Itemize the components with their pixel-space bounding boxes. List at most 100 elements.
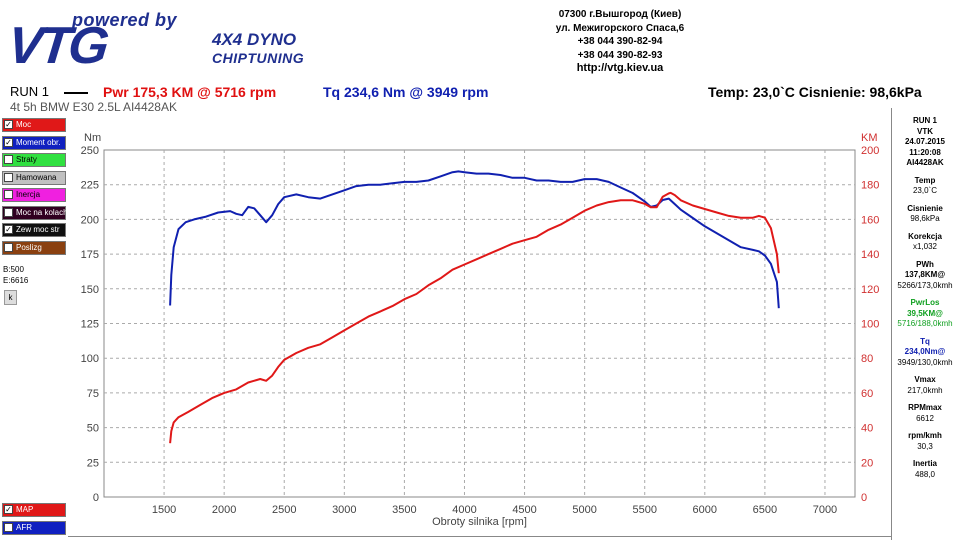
address-block: 07300 г.Вышгород (Киев) ул. Межигорского…: [530, 8, 710, 76]
checkbox[interactable]: [4, 155, 13, 164]
checkbox[interactable]: [4, 172, 13, 182]
logo-dyno: 4X4 DYNO: [212, 30, 297, 49]
x-tick-label: 2500: [272, 504, 296, 516]
checkbox-label: AFR: [16, 522, 32, 532]
y-right-tick-label: 60: [861, 388, 873, 400]
curve-checkbox-6[interactable]: ✓ Zew moc str: [2, 223, 66, 237]
logo-chiptuning: CHIPTUNING: [212, 50, 305, 66]
y-right-tick-label: 200: [861, 145, 879, 157]
y-right-tick-label: 140: [861, 249, 879, 261]
y-left-tick-label: 200: [81, 214, 99, 226]
info-pwh-label: PWh: [916, 259, 934, 269]
y-right-tick-label: 80: [861, 353, 873, 365]
checkbox[interactable]: [4, 522, 13, 532]
x-axis-label: Obroty silnika [rpm]: [432, 516, 527, 528]
phone-1: +38 044 390-82-94: [577, 36, 663, 47]
info-rpmkmh-label: rpm/kmh: [908, 431, 942, 440]
curve-checkbox-3[interactable]: Hamowana: [2, 170, 66, 185]
info-run: RUN 1: [912, 116, 937, 125]
info-rpmkmh-value: 30,3: [917, 441, 933, 451]
checkbox[interactable]: [4, 190, 13, 199]
y-left-tick-label: 75: [87, 388, 99, 400]
curve-checkbox-7[interactable]: Poslizg: [2, 240, 66, 255]
torque-curve: [169, 170, 780, 309]
y-right-tick-label: 0: [861, 492, 867, 504]
checkbox-label: Zew moc str: [16, 225, 60, 234]
checkbox[interactable]: ✓: [4, 225, 13, 234]
website-link[interactable]: http://vtg.kiev.ua: [576, 62, 664, 74]
info-rpmmax-value: 6612: [916, 413, 934, 423]
info-pwrlos-label: PwrLos: [910, 298, 940, 307]
y-left-tick-label: 50: [87, 423, 99, 435]
info-date: 24.07.2015: [904, 137, 946, 146]
b-value: B:500: [3, 265, 24, 274]
checkbox[interactable]: ✓: [4, 137, 13, 147]
x-tick-label: 5000: [572, 504, 596, 516]
curve-color-swatch: [2, 240, 66, 255]
checkbox-label: Hamowana: [16, 172, 57, 182]
curve-checkbox-0[interactable]: ✓ Moc: [2, 118, 66, 132]
x-tick-label: 4000: [452, 504, 476, 516]
curve-color-swatch: [2, 503, 66, 517]
checkbox[interactable]: [4, 242, 13, 252]
y-right-tick-label: 160: [861, 214, 879, 226]
info-vmax-value: 217,0kmh: [907, 385, 943, 395]
range-info: B:500 E:6616: [3, 264, 28, 286]
info-vmax-label: Vmax: [914, 375, 936, 384]
checkbox-label: Inercja: [16, 190, 41, 199]
info-tq-sub: 3949/130,0kmh: [897, 357, 953, 367]
bottom-checkbox-0[interactable]: ✓ MAP: [2, 503, 66, 517]
curve-checkbox-2[interactable]: Straty: [2, 153, 66, 167]
info-rpmmax-label: RPMmax: [908, 403, 942, 412]
y-right-tick-label: 120: [861, 284, 879, 296]
checkbox-label: Moc: [16, 120, 32, 129]
checkbox[interactable]: [4, 207, 13, 217]
info-pwh-sub: 5266/173,0kmh: [897, 280, 953, 290]
vehicle-description: 4t 5h BMW E30 2.5L AI4428AK: [10, 100, 177, 114]
power-curve: [169, 191, 780, 444]
info-tq-value: 234,0Nm@: [904, 347, 946, 356]
y-left-tick-label: 250: [81, 145, 99, 157]
address-line2: ул. Межигорского Спаса,6: [555, 22, 685, 34]
info-korekcja-label: Korekcja: [908, 231, 942, 241]
info-pwrlos-value: 39,5KM@: [907, 308, 943, 318]
x-tick-label: 5500: [632, 504, 656, 516]
curve-checkbox-1[interactable]: ✓ Moment obr.: [2, 135, 66, 150]
curve-color-swatch: [2, 188, 66, 202]
peak-torque-readout: Tq 234,6 Nm @ 3949 rpm: [323, 84, 489, 100]
bottom-checkbox-1[interactable]: AFR: [2, 520, 66, 535]
x-tick-label: 3500: [392, 504, 416, 516]
info-inertia-label: Inertia: [912, 459, 937, 468]
checkbox-label: Straty: [16, 155, 37, 164]
info-pressure-label: Cisnienie: [907, 203, 943, 213]
info-pwh-value: 137,8KM@: [904, 270, 946, 279]
y-right-tick-label: 40: [861, 423, 873, 435]
x-tick-label: 6000: [693, 504, 717, 516]
info-plate: AI4428AK: [906, 158, 944, 167]
x-tick-label: 6500: [753, 504, 777, 516]
run-line-legend: [64, 92, 88, 94]
k-button[interactable]: k: [4, 290, 17, 305]
bottom-checkbox-list: ✓ MAP AFR: [2, 503, 66, 538]
x-tick-label: 1500: [152, 504, 176, 516]
info-temp-value: 23,0`C: [912, 186, 937, 195]
y-right-tick-label: 100: [861, 319, 879, 331]
curve-color-swatch: [2, 153, 66, 167]
curve-color-swatch: [2, 520, 66, 535]
y-left-tick-label: 100: [81, 353, 99, 365]
info-time: 11:20:08: [909, 147, 941, 157]
curve-checkbox-5[interactable]: Moc na kolach: [2, 205, 66, 220]
checkbox-label: MAP: [16, 505, 34, 514]
info-tq-label: Tq: [920, 336, 930, 346]
checkbox[interactable]: ✓: [4, 505, 13, 514]
e-value: E:6616: [3, 276, 29, 285]
checkbox-label: Moc na kolach: [16, 207, 66, 217]
right-panel-divider: [891, 108, 892, 540]
checkbox[interactable]: ✓: [4, 120, 13, 129]
run-label: RUN 1: [10, 84, 50, 99]
logo-powered-by: powered by: [72, 10, 178, 30]
x-tick-label: 7000: [813, 504, 837, 516]
x-tick-label: 4500: [512, 504, 536, 516]
curve-checkbox-4[interactable]: Inercja: [2, 188, 66, 202]
